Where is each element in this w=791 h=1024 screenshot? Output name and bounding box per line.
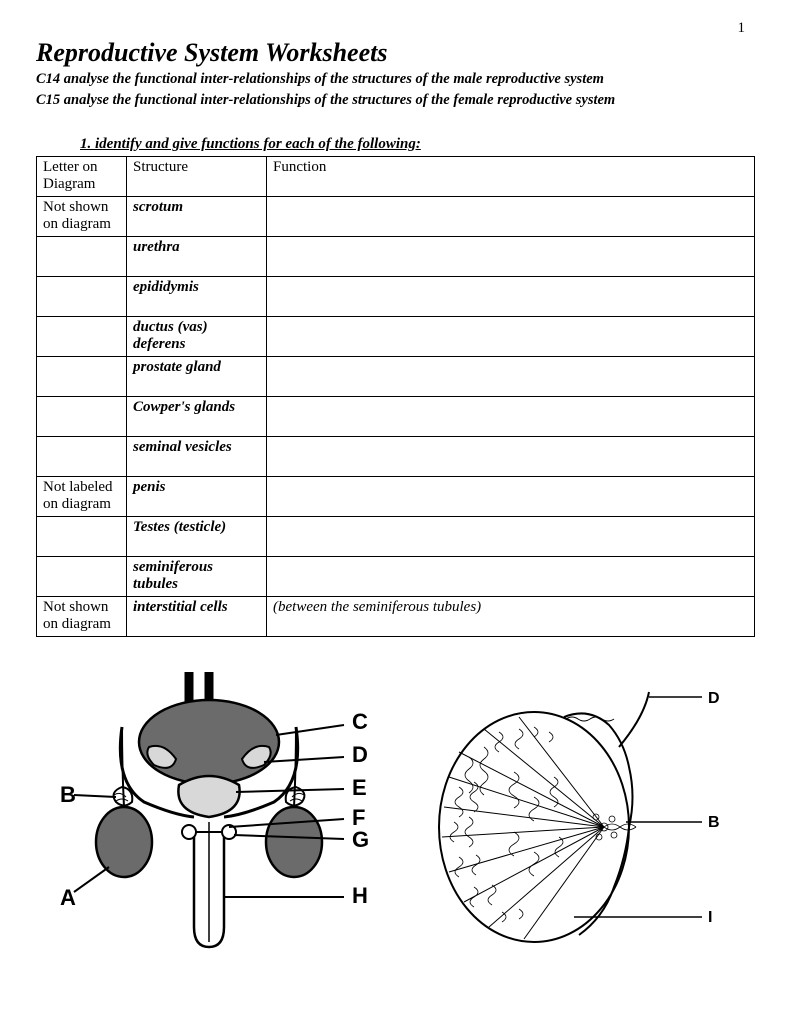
cell-function bbox=[267, 476, 755, 516]
diagram-label-d2: D bbox=[708, 690, 720, 707]
cell-structure: prostate gland bbox=[127, 356, 267, 396]
cell-structure: seminiferous tubules bbox=[127, 556, 267, 596]
cell-letter: Not labeled on diagram bbox=[37, 476, 127, 516]
cell-structure: seminal vesicles bbox=[127, 436, 267, 476]
table-row: urethra bbox=[37, 236, 755, 276]
cell-structure: urethra bbox=[127, 236, 267, 276]
table-row: Not shown on diagram interstitial cells … bbox=[37, 596, 755, 636]
diagram-label-g: G bbox=[352, 827, 369, 852]
cell-letter bbox=[37, 516, 127, 556]
cell-structure: interstitial cells bbox=[127, 596, 267, 636]
table-row: Not shown on diagram scrotum bbox=[37, 196, 755, 236]
structure-function-table: Letter on Diagram Structure Function Not… bbox=[36, 156, 755, 637]
cell-letter bbox=[37, 556, 127, 596]
cell-structure: penis bbox=[127, 476, 267, 516]
cell-letter: Not shown on diagram bbox=[37, 196, 127, 236]
cell-function bbox=[267, 356, 755, 396]
testis-cross-section-diagram: D B I bbox=[414, 667, 724, 967]
cell-function bbox=[267, 556, 755, 596]
table-row: seminiferous tubules bbox=[37, 556, 755, 596]
cell-letter bbox=[37, 236, 127, 276]
cell-structure: epididymis bbox=[127, 276, 267, 316]
diagram-label-e: E bbox=[352, 775, 367, 800]
header-function: Function bbox=[267, 156, 755, 196]
table-row: Testes (testicle) bbox=[37, 516, 755, 556]
subtitle-c14: C14 analyse the functional inter-relatio… bbox=[36, 70, 755, 89]
cell-letter bbox=[37, 436, 127, 476]
cell-letter: Not shown on diagram bbox=[37, 596, 127, 636]
cell-function bbox=[267, 236, 755, 276]
table-row: seminal vesicles bbox=[37, 436, 755, 476]
diagram-label-b: B bbox=[60, 782, 76, 807]
diagram-label-d: D bbox=[352, 742, 368, 767]
table-header-row: Letter on Diagram Structure Function bbox=[37, 156, 755, 196]
cell-function bbox=[267, 396, 755, 436]
diagram-label-h: H bbox=[352, 883, 368, 908]
cell-letter bbox=[37, 396, 127, 436]
header-structure: Structure bbox=[127, 156, 267, 196]
cell-letter bbox=[37, 316, 127, 356]
cell-function bbox=[267, 276, 755, 316]
table-row: ductus (vas) deferens bbox=[37, 316, 755, 356]
diagram-label-i: I bbox=[708, 909, 712, 926]
diagram-label-b2: B bbox=[708, 814, 720, 831]
cell-function bbox=[267, 316, 755, 356]
cell-letter bbox=[37, 356, 127, 396]
cell-structure: ductus (vas) deferens bbox=[127, 316, 267, 356]
cell-structure: Testes (testicle) bbox=[127, 516, 267, 556]
diagram-label-a: A bbox=[60, 885, 76, 910]
table-row: prostate gland bbox=[37, 356, 755, 396]
male-reproductive-diagram: C D E F G H B A bbox=[54, 667, 384, 967]
cell-function bbox=[267, 436, 755, 476]
question-1: 1. identify and give functions for each … bbox=[80, 136, 755, 153]
table-row: Cowper's glands bbox=[37, 396, 755, 436]
cell-structure: Cowper's glands bbox=[127, 396, 267, 436]
table-row: epididymis bbox=[37, 276, 755, 316]
page-number: 1 bbox=[738, 20, 746, 37]
cell-structure: scrotum bbox=[127, 196, 267, 236]
diagram-label-c: C bbox=[352, 709, 368, 734]
cell-function: (between the seminiferous tubules) bbox=[267, 596, 755, 636]
table-row: Not labeled on diagram penis bbox=[37, 476, 755, 516]
cell-letter bbox=[37, 276, 127, 316]
worksheet-title: Reproductive System Worksheets bbox=[36, 38, 755, 68]
cell-function bbox=[267, 516, 755, 556]
subtitle-c15: C15 analyse the functional inter-relatio… bbox=[36, 91, 755, 110]
cell-function bbox=[267, 196, 755, 236]
header-letter: Letter on Diagram bbox=[37, 156, 127, 196]
